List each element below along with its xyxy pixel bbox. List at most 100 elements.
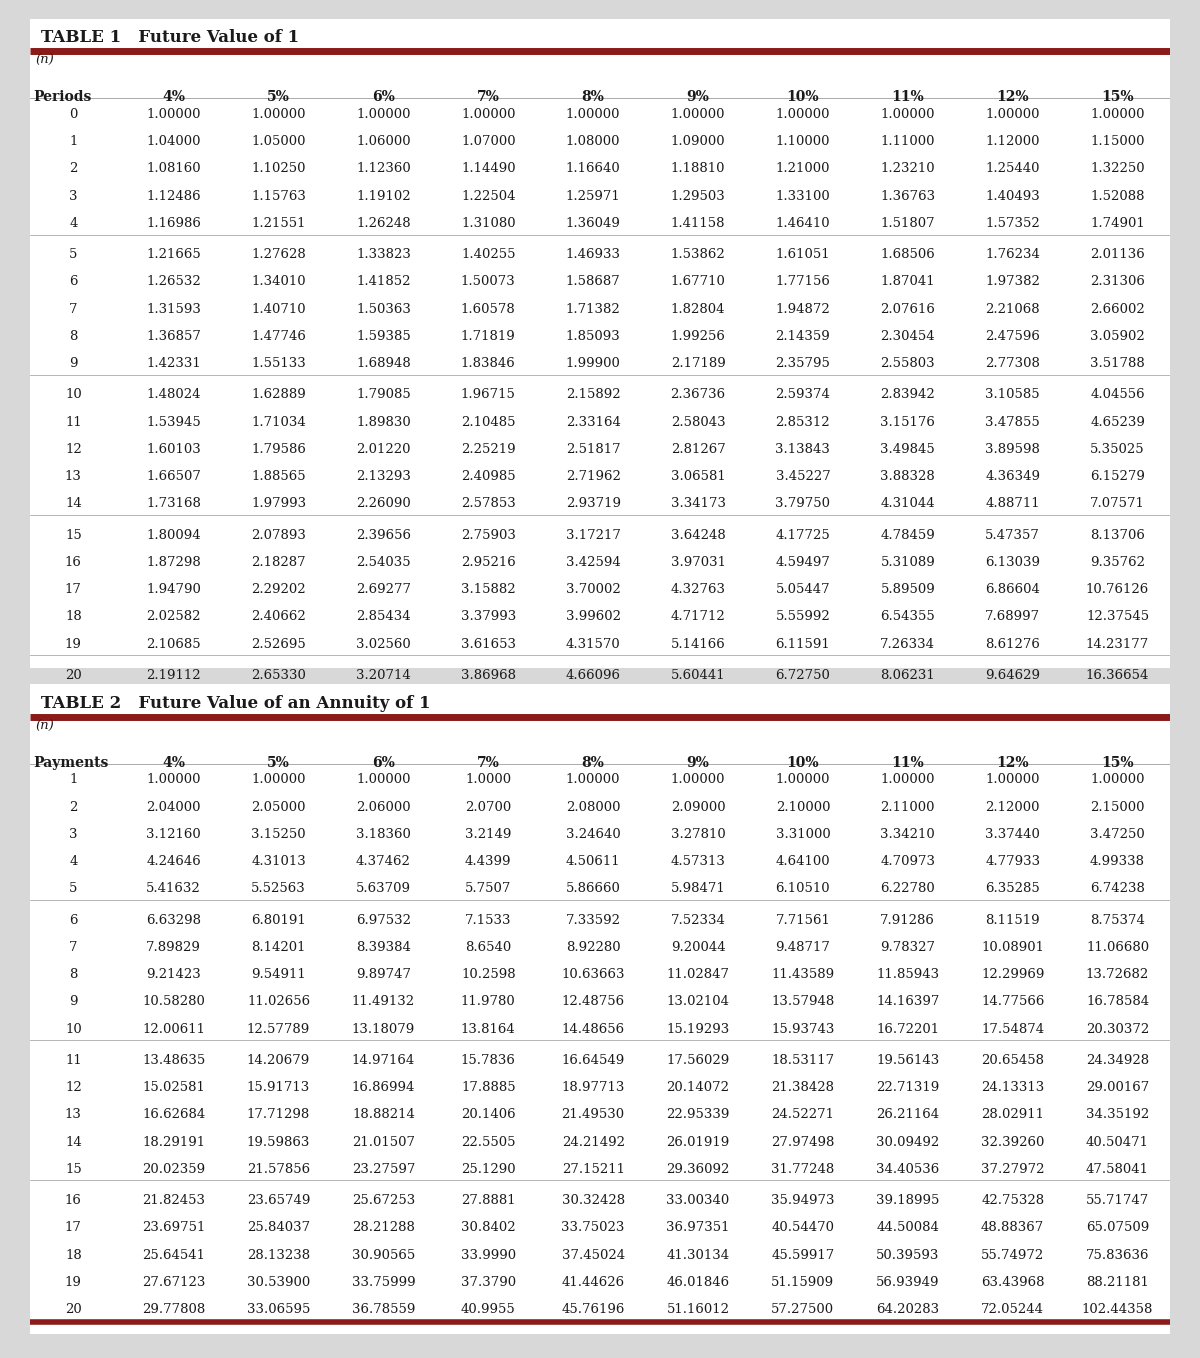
Text: 51.16012: 51.16012 [666, 1304, 730, 1316]
Text: 25.1290: 25.1290 [461, 1162, 516, 1176]
Text: 50.39593: 50.39593 [876, 1248, 940, 1262]
Text: 30.09492: 30.09492 [876, 1135, 940, 1149]
Text: 15.93743: 15.93743 [772, 1023, 835, 1036]
Text: 17.71298: 17.71298 [247, 1108, 310, 1122]
Text: 11.02847: 11.02847 [666, 968, 730, 980]
Text: 13.8164: 13.8164 [461, 1023, 516, 1036]
Text: 13.18079: 13.18079 [352, 1023, 415, 1036]
Text: 1.00000: 1.00000 [775, 107, 830, 121]
Text: 1.19102: 1.19102 [356, 190, 410, 202]
Text: 2.25219: 2.25219 [461, 443, 516, 456]
Text: 3.47250: 3.47250 [1090, 828, 1145, 841]
Text: 5.55992: 5.55992 [775, 610, 830, 623]
Text: 27.8881: 27.8881 [461, 1194, 516, 1207]
Text: Periods: Periods [34, 91, 91, 105]
Text: 9.78327: 9.78327 [881, 941, 935, 953]
Text: 1.40255: 1.40255 [461, 249, 516, 261]
Text: 3.17217: 3.17217 [565, 528, 620, 542]
Text: 2.13293: 2.13293 [356, 470, 410, 483]
Text: 2.71962: 2.71962 [565, 470, 620, 483]
Text: 13: 13 [65, 1108, 82, 1122]
Text: 2.66002: 2.66002 [1090, 303, 1145, 315]
Text: 4.31570: 4.31570 [565, 638, 620, 650]
Text: 3.31000: 3.31000 [775, 828, 830, 841]
Text: 1.33100: 1.33100 [775, 190, 830, 202]
Text: 3.42594: 3.42594 [565, 555, 620, 569]
Text: 5.31089: 5.31089 [881, 555, 935, 569]
Text: 2.21068: 2.21068 [985, 303, 1040, 315]
Text: 34.35192: 34.35192 [1086, 1108, 1150, 1122]
Text: 5: 5 [70, 883, 78, 895]
Text: 1.50363: 1.50363 [356, 303, 410, 315]
Text: 1.16640: 1.16640 [565, 163, 620, 175]
Text: 45.59917: 45.59917 [772, 1248, 834, 1262]
Text: 1.36049: 1.36049 [565, 217, 620, 230]
Text: 40.54470: 40.54470 [772, 1221, 834, 1234]
Text: 18.88214: 18.88214 [352, 1108, 415, 1122]
Text: 1.46933: 1.46933 [565, 249, 620, 261]
Text: 42.75328: 42.75328 [982, 1194, 1044, 1207]
Text: 10: 10 [65, 1023, 82, 1036]
Text: 2.93719: 2.93719 [565, 497, 620, 511]
Text: 12.57789: 12.57789 [247, 1023, 310, 1036]
Text: 20.1406: 20.1406 [461, 1108, 516, 1122]
Text: 6: 6 [70, 914, 78, 926]
Text: 1.26248: 1.26248 [356, 217, 410, 230]
Text: 18: 18 [65, 610, 82, 623]
Text: 8%: 8% [582, 756, 605, 770]
Text: 41.44626: 41.44626 [562, 1275, 625, 1289]
Text: 1.16986: 1.16986 [146, 217, 202, 230]
Text: 13.02104: 13.02104 [666, 995, 730, 1009]
Text: 0: 0 [70, 107, 78, 121]
Text: 4.17725: 4.17725 [775, 528, 830, 542]
Text: 14.77566: 14.77566 [980, 995, 1044, 1009]
Text: 9%: 9% [686, 756, 709, 770]
Text: 2.05000: 2.05000 [251, 801, 306, 813]
Text: 21.38428: 21.38428 [772, 1081, 834, 1095]
Text: 3.15176: 3.15176 [881, 416, 935, 429]
Text: 2.35795: 2.35795 [775, 357, 830, 371]
Text: 2.18287: 2.18287 [251, 555, 306, 569]
Text: 25.64541: 25.64541 [142, 1248, 205, 1262]
Text: 1.12486: 1.12486 [146, 190, 200, 202]
Text: 19: 19 [65, 1275, 82, 1289]
Text: 3.12160: 3.12160 [146, 828, 202, 841]
Text: 65.07509: 65.07509 [1086, 1221, 1150, 1234]
Text: 19.56143: 19.56143 [876, 1054, 940, 1067]
Text: 24.13313: 24.13313 [982, 1081, 1044, 1095]
Text: 72.05244: 72.05244 [982, 1304, 1044, 1316]
Text: 11.06680: 11.06680 [1086, 941, 1150, 953]
Text: 2.95216: 2.95216 [461, 555, 516, 569]
Text: 1.71819: 1.71819 [461, 330, 516, 344]
Text: 32.39260: 32.39260 [980, 1135, 1044, 1149]
Text: 1.00000: 1.00000 [881, 773, 935, 786]
Text: 3.70002: 3.70002 [565, 583, 620, 596]
Text: 1.31593: 1.31593 [146, 303, 202, 315]
Text: 6.86604: 6.86604 [985, 583, 1040, 596]
Text: 1.25971: 1.25971 [565, 190, 620, 202]
Text: 28.13238: 28.13238 [247, 1248, 310, 1262]
Text: 1.22504: 1.22504 [461, 190, 516, 202]
Text: 34.40536: 34.40536 [876, 1162, 940, 1176]
Text: 16.36654: 16.36654 [1086, 668, 1150, 682]
Text: 9.20044: 9.20044 [671, 941, 725, 953]
Text: 7.68997: 7.68997 [985, 610, 1040, 623]
Text: 29.00167: 29.00167 [1086, 1081, 1150, 1095]
Text: 14.97164: 14.97164 [352, 1054, 415, 1067]
Text: 8.11519: 8.11519 [985, 914, 1040, 926]
Text: 2.30454: 2.30454 [881, 330, 935, 344]
Text: 31.77248: 31.77248 [772, 1162, 834, 1176]
Text: 1.82804: 1.82804 [671, 303, 725, 315]
Text: 3.51788: 3.51788 [1090, 357, 1145, 371]
Text: 2.10685: 2.10685 [146, 638, 200, 650]
Text: 28.21288: 28.21288 [352, 1221, 415, 1234]
Text: 1.97993: 1.97993 [251, 497, 306, 511]
Text: 1.00000: 1.00000 [251, 107, 306, 121]
Text: 20.30372: 20.30372 [1086, 1023, 1150, 1036]
Text: 23.27597: 23.27597 [352, 1162, 415, 1176]
Text: 1.33823: 1.33823 [356, 249, 410, 261]
Text: 1.12360: 1.12360 [356, 163, 410, 175]
Text: 2.11000: 2.11000 [881, 801, 935, 813]
Text: 8.92280: 8.92280 [566, 941, 620, 953]
Text: 1.55133: 1.55133 [251, 357, 306, 371]
